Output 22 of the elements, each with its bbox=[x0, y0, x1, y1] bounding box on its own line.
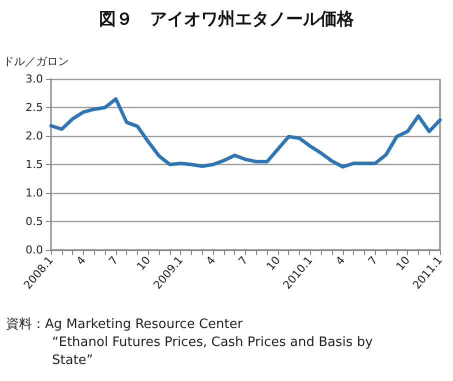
x-tick-label: 7 bbox=[366, 254, 380, 268]
x-tick-label: 7 bbox=[106, 254, 121, 268]
y-axis-title: ドル／ガロン bbox=[3, 55, 69, 68]
text: 資料：Ag Marketing Resource Center bbox=[6, 317, 244, 332]
x-tick-label: 4 bbox=[74, 254, 88, 268]
y-tick-label: 2.0 bbox=[26, 130, 43, 142]
y-tick-label: 1.5 bbox=[26, 158, 43, 171]
x-tick-label: 4 bbox=[204, 254, 218, 268]
text: “Ethanol Futures Prices, Cash Prices and Basis by bbox=[52, 335, 374, 350]
x-tick-label: 4 bbox=[333, 254, 348, 268]
x-tick-label: 10 bbox=[264, 254, 283, 273]
y-tick-label: 1.0 bbox=[26, 186, 43, 200]
y-tick-label: 0.5 bbox=[26, 215, 43, 228]
x-tick-label: 10 bbox=[134, 254, 154, 273]
y-tick-label: 2.5 bbox=[26, 101, 43, 114]
line-series bbox=[49, 97, 442, 169]
y-tick-label: 3.0 bbox=[26, 72, 43, 86]
chart-title: 図９ アイオワ州エタノール価格 bbox=[99, 10, 355, 30]
y-tick-label: 0.0 bbox=[26, 244, 43, 256]
text: State” bbox=[52, 353, 94, 368]
x-tick-label: 7 bbox=[236, 254, 250, 268]
x-tick-label: 10 bbox=[394, 254, 413, 273]
